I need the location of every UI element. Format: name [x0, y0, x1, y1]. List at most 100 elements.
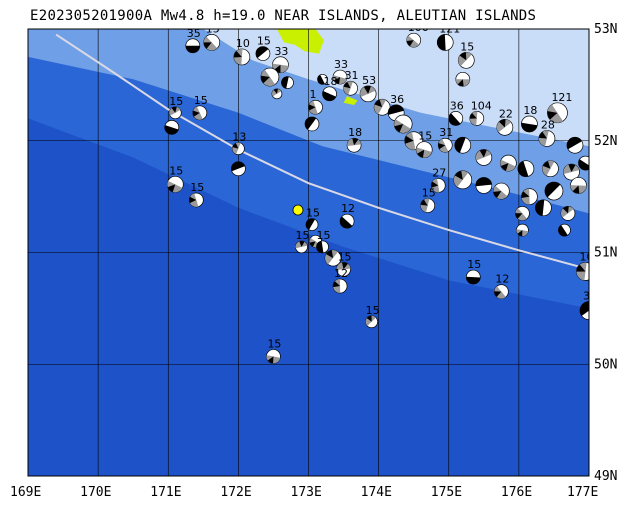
dilatational-wedge — [576, 264, 586, 272]
depth-label: 36 — [390, 93, 404, 106]
focal-mechanism — [316, 240, 329, 254]
focal-mechanism — [305, 218, 319, 231]
dilatational-wedge — [167, 184, 176, 192]
focal-mechanism — [203, 34, 221, 51]
dilatational-wedge — [267, 356, 274, 364]
depth-label: 15 — [295, 229, 309, 242]
dilatational-wedge — [468, 277, 474, 285]
dilatational-wedge — [538, 131, 547, 139]
longitude-tick-label: 171E — [150, 485, 181, 500]
depth-label: 27 — [432, 166, 446, 179]
focal-mechanism — [578, 155, 589, 171]
depth-label: 31 — [439, 126, 453, 139]
focal-mechanism — [457, 51, 475, 69]
focal-mechanism — [188, 192, 204, 208]
dilatational-wedge — [494, 291, 502, 297]
focal-mechanism — [566, 136, 584, 154]
focal-mechanism — [547, 102, 568, 124]
focal-mechanism — [185, 38, 201, 54]
longitude-tick-label: 173E — [291, 485, 322, 500]
focal-mechanism — [515, 206, 530, 221]
latitude-tick-label: 49N — [594, 469, 617, 484]
depth-label: 15 — [338, 250, 352, 263]
depth-label: 15 — [267, 337, 281, 350]
latitude-tick-label: 51N — [594, 246, 617, 261]
dilatational-wedge — [420, 199, 428, 206]
longitude-tick-label: 174E — [361, 485, 392, 500]
focal-mechanism — [563, 163, 580, 181]
depth-label: 15 — [422, 187, 436, 200]
dilatational-wedge — [306, 218, 313, 225]
dilatational-wedge — [374, 99, 383, 108]
dilatational-wedge — [233, 51, 242, 58]
focal-mechanism — [448, 111, 464, 126]
longitude-labels: 169E 170E 171E 172E 173E 174E 175E 176E 177E — [10, 485, 598, 500]
focal-mechanism — [304, 116, 320, 132]
depth-label: 31 — [345, 69, 359, 82]
longitude-tick-label: 176E — [501, 485, 532, 500]
depth-label: 15 — [460, 40, 474, 53]
focal-mechanism — [393, 114, 413, 134]
dilatational-wedge — [448, 118, 456, 124]
focal-mechanism — [492, 182, 510, 200]
depth-label: 53 — [362, 74, 376, 87]
focal-mechanism — [437, 137, 453, 153]
focal-mechanism — [544, 181, 564, 201]
dilatational-wedge — [517, 230, 523, 237]
focal-mechanism — [343, 80, 358, 96]
depth-label: 104 — [471, 99, 492, 112]
depth-label: 33 — [274, 45, 288, 58]
focal-mechanism — [579, 301, 589, 320]
dilatational-wedge — [334, 77, 341, 84]
focal-mechanism — [420, 198, 436, 213]
focal-mechanism — [455, 71, 471, 87]
depth-label: 18 — [523, 104, 537, 117]
focal-mechanism — [266, 349, 281, 364]
small-island — [343, 96, 358, 105]
dilatational-wedge — [260, 75, 270, 84]
focal-mechanism — [233, 48, 251, 66]
focal-mechanism — [281, 76, 294, 89]
focal-mechanism — [373, 98, 391, 116]
depth-label: 33 — [334, 58, 348, 71]
focal-mechanism — [453, 170, 473, 190]
longitude-tick-label: 172E — [220, 485, 251, 500]
dilatational-wedge — [515, 213, 523, 219]
dilatational-wedge — [187, 45, 194, 53]
longitude-tick-label: 169E — [10, 485, 41, 500]
dilatational-wedge — [438, 143, 446, 150]
dilatational-wedge — [499, 119, 506, 128]
dilatational-wedge — [582, 301, 589, 311]
focal-mechanism — [308, 99, 323, 115]
focal-mechanism — [317, 73, 328, 85]
dilatational-wedge — [308, 104, 316, 111]
focal-mechanism — [260, 67, 280, 87]
depth-label: 15 — [317, 229, 331, 242]
dilatational-wedge — [457, 79, 464, 87]
focal-mechanism — [430, 178, 446, 193]
dilatational-wedge — [316, 243, 323, 249]
depth-label: 15 — [467, 258, 481, 271]
depth-label: 12 — [495, 273, 509, 286]
dilatational-wedge — [192, 110, 200, 117]
focal-mechanism — [332, 69, 348, 85]
focal-mechanism — [454, 136, 472, 154]
longitude-tick-label: 175E — [431, 485, 462, 500]
depth-label: 15 — [194, 94, 208, 107]
focal-mechanism — [436, 34, 454, 51]
dilatational-wedge — [459, 52, 467, 61]
dilatational-wedge — [352, 138, 359, 146]
focal-mechanism — [558, 223, 571, 237]
dilatational-wedge — [500, 163, 509, 171]
dilatational-wedge — [562, 206, 569, 214]
dilatational-wedge — [323, 93, 330, 101]
focal-mechanism — [192, 105, 208, 121]
focal-mechanism — [339, 213, 355, 229]
depth-label: 15 — [366, 304, 380, 317]
dilatational-wedge — [257, 46, 264, 54]
focal-mechanism — [231, 161, 246, 177]
focal-mechanism — [346, 137, 362, 153]
shelf-shallows — [203, 29, 589, 147]
depth-label: 18 — [348, 126, 362, 139]
dilatational-wedge — [393, 104, 400, 113]
